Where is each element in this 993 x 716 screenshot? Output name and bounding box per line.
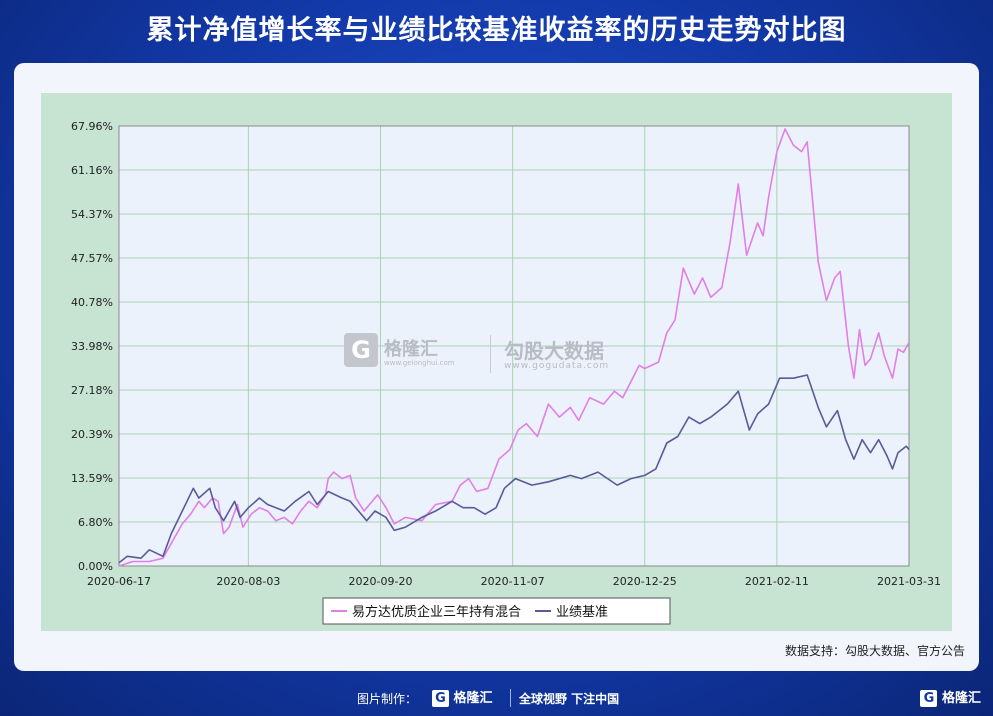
- watermark-brand-url: www.gelonghui.com: [384, 359, 455, 367]
- y-tick-label: 20.39%: [71, 428, 113, 441]
- x-tick-label: 2020-09-20: [349, 575, 413, 588]
- chart-frame: 0.00% 6.80% 13.59% 20.39% 27.18% 33.98% 40.78%…: [41, 93, 952, 631]
- plot-border: [118, 125, 910, 567]
- watermark-data-url: www.gogudata.com: [504, 361, 610, 371]
- gelonghui-logo-icon: G: [432, 690, 449, 707]
- x-tick-label: 2020-08-03: [216, 575, 280, 588]
- footer-corner-logo-text: 格隆汇: [941, 691, 981, 706]
- series-line-fund: [118, 128, 910, 567]
- watermark-brand: 格隆汇: [384, 339, 438, 360]
- gelonghui-logo-icon: G: [344, 333, 378, 367]
- y-tick-label: 0.00%: [78, 560, 113, 573]
- y-tick-label: 6.80%: [78, 516, 113, 529]
- x-tick-label: 2020-06-17: [87, 575, 151, 588]
- series-line-benchmark: [118, 374, 910, 564]
- source-note: 数据支持：勾股大数据、官方公告: [784, 644, 965, 658]
- footer-credit: 图片制作：: [357, 692, 418, 706]
- x-tick-label: 2020-12-25: [613, 575, 677, 588]
- gelonghui-logo-icon: G: [920, 690, 938, 707]
- watermark-divider: [490, 335, 491, 373]
- y-tick-label: 13.59%: [71, 472, 113, 485]
- y-tick-label: 54.37%: [71, 208, 113, 221]
- footer-slogan: 全球视野 下注中国: [519, 692, 620, 706]
- y-tick-label: 61.16%: [71, 164, 113, 177]
- footer-logo: G 格隆汇: [432, 687, 493, 707]
- footer-logo-text: 格隆汇: [453, 691, 493, 706]
- footer: 图片制作： G 格隆汇 全球视野 下注中国 G 格隆汇: [0, 680, 993, 716]
- footer-divider: [510, 689, 511, 707]
- y-tick-label: 27.18%: [71, 384, 113, 397]
- page-title: 累计净值增长率与业绩比较基准收益率的历史走势对比图: [146, 15, 847, 46]
- y-tick-label: 47.57%: [71, 252, 113, 265]
- footer-corner-logo: G 格隆汇: [920, 687, 981, 707]
- line-chart: 0.00% 6.80% 13.59% 20.39% 27.18% 33.98% 40.78%…: [71, 120, 941, 625]
- y-tick-label: 40.78%: [71, 296, 113, 309]
- watermark-data-brand: 勾股大数据: [504, 339, 604, 363]
- y-tick-label: 67.96%: [71, 120, 113, 133]
- x-tick-label: 2020-11-07: [481, 575, 545, 588]
- legend-label: 业绩基准: [556, 605, 608, 620]
- chart-card: 0.00% 6.80% 13.59% 20.39% 27.18% 33.98% 40.78%…: [14, 63, 979, 671]
- y-tick-label: 33.98%: [71, 340, 113, 353]
- legend-label: 易方达优质企业三年持有混合: [352, 604, 521, 620]
- x-tick-label: 2021-03-31: [877, 575, 941, 588]
- x-tick-label: 2021-02-11: [745, 575, 809, 588]
- legend-box: [322, 597, 671, 625]
